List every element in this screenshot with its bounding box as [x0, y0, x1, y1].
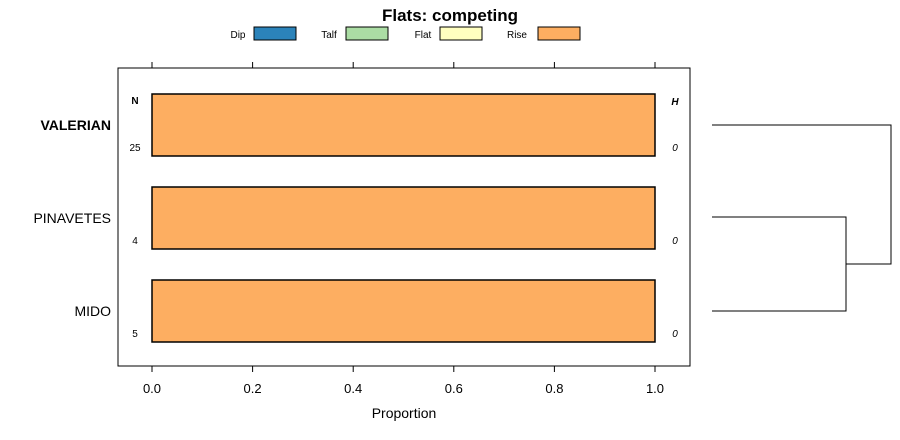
chart-title: Flats: competing	[382, 6, 518, 25]
n-value-pinavetes: 4	[132, 236, 138, 247]
x-tick-label-1: 0.2	[244, 381, 262, 396]
legend-swatch-dip	[253, 26, 297, 41]
category-label-valerian: VALERIAN	[40, 117, 111, 133]
h-value-valerian: 0	[672, 143, 678, 154]
n-value-mido: 5	[132, 329, 138, 340]
x-tick-label-2: 0.4	[344, 381, 362, 396]
x-tick-label-5: 1.0	[646, 381, 664, 396]
bar-mido-rise	[151, 279, 656, 343]
annotations: N H VALERIAN 25 0 PINAVETES 4 0 MIDO 5 0	[33, 96, 679, 340]
legend-label-dip: Dip	[230, 30, 245, 41]
dendrogram-lines	[712, 124, 892, 312]
n-value-valerian: 25	[129, 143, 141, 154]
bars-layer	[151, 93, 656, 343]
x-tick-label-0: 0.0	[143, 381, 161, 396]
h-value-mido: 0	[672, 329, 678, 340]
bar-valerian-rise	[151, 93, 656, 157]
bar-pinavetes-rise	[151, 186, 656, 250]
x-tick-label-4: 0.8	[545, 381, 563, 396]
plot-panel	[117, 67, 691, 367]
legend: Dip Talf Flat Rise	[230, 26, 581, 41]
x-tick-label-3: 0.6	[445, 381, 463, 396]
legend-label-rise: Rise	[507, 30, 527, 41]
legend-swatch-talf	[345, 26, 389, 41]
legend-label-talf: Talf	[321, 30, 337, 41]
category-label-pinavetes: PINAVETES	[33, 210, 111, 226]
category-label-mido: MIDO	[74, 303, 111, 319]
x-axis: 0.0 0.2 0.4 0.6 0.8 1.0	[143, 62, 664, 396]
legend-label-flat: Flat	[415, 30, 432, 41]
x-axis-title: Proportion	[372, 405, 437, 421]
dendrogram	[712, 124, 892, 312]
h-value-pinavetes: 0	[672, 236, 678, 247]
legend-swatch-rise	[537, 26, 581, 41]
h-header: H	[671, 97, 679, 108]
legend-swatch-flat	[439, 26, 483, 41]
n-header: N	[131, 96, 138, 107]
